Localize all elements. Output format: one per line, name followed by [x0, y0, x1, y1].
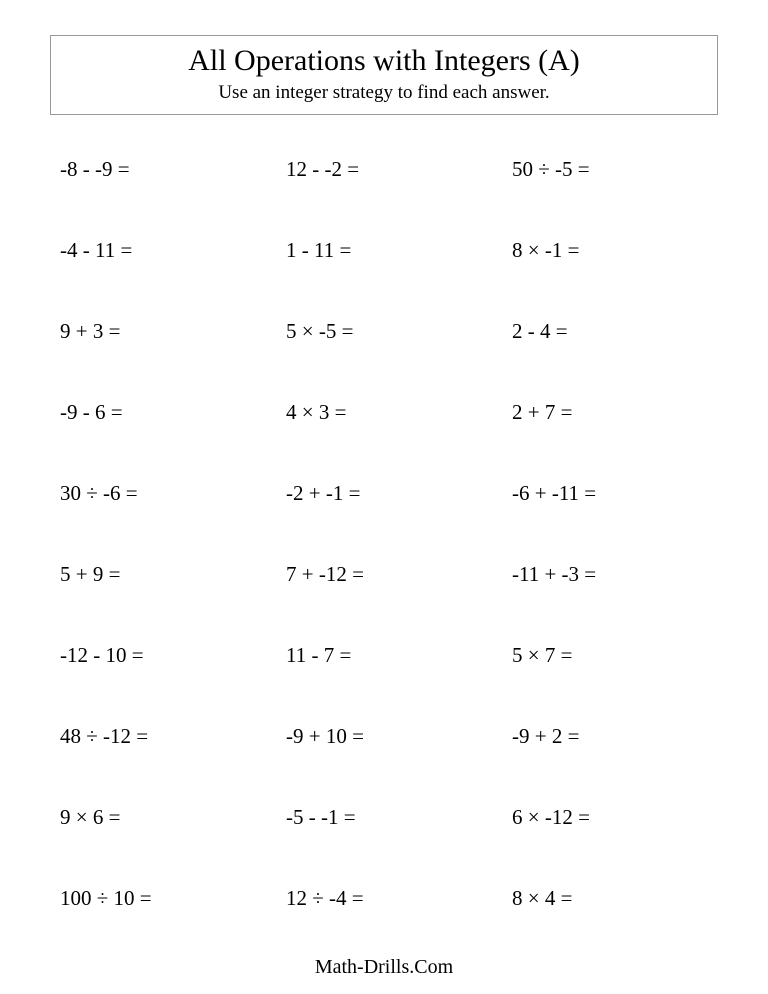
- problem-cell: 30 ÷ -6 =: [60, 481, 266, 506]
- problem-cell: -2 + -1 =: [286, 481, 492, 506]
- problem-cell: 7 + -12 =: [286, 562, 492, 587]
- problem-cell: -4 - 11 =: [60, 238, 266, 263]
- problem-cell: 50 ÷ -5 =: [512, 157, 718, 182]
- worksheet-title: All Operations with Integers (A): [51, 44, 717, 78]
- problem-cell: -5 - -1 =: [286, 805, 492, 830]
- problem-cell: 48 ÷ -12 =: [60, 724, 266, 749]
- problem-cell: 9 × 6 =: [60, 805, 266, 830]
- problem-cell: 100 ÷ 10 =: [60, 886, 266, 911]
- problem-cell: -6 + -11 =: [512, 481, 718, 506]
- problem-cell: 8 × -1 =: [512, 238, 718, 263]
- problem-cell: 4 × 3 =: [286, 400, 492, 425]
- problem-cell: -12 - 10 =: [60, 643, 266, 668]
- problem-cell: 8 × 4 =: [512, 886, 718, 911]
- problem-cell: -11 + -3 =: [512, 562, 718, 587]
- problem-cell: -8 - -9 =: [60, 157, 266, 182]
- problem-cell: 2 + 7 =: [512, 400, 718, 425]
- footer-attribution: Math-Drills.Com: [50, 956, 718, 979]
- problem-cell: 1 - 11 =: [286, 238, 492, 263]
- problem-cell: 5 + 9 =: [60, 562, 266, 587]
- header-box: All Operations with Integers (A) Use an …: [50, 35, 718, 115]
- problem-cell: 5 × -5 =: [286, 319, 492, 344]
- problem-cell: -9 + 10 =: [286, 724, 492, 749]
- problem-cell: 9 + 3 =: [60, 319, 266, 344]
- problem-cell: -9 + 2 =: [512, 724, 718, 749]
- problem-cell: 6 × -12 =: [512, 805, 718, 830]
- problem-cell: 11 - 7 =: [286, 643, 492, 668]
- problem-cell: -9 - 6 =: [60, 400, 266, 425]
- problem-cell: 12 ÷ -4 =: [286, 886, 492, 911]
- problems-grid: -8 - -9 = 12 - -2 = 50 ÷ -5 = -4 - 11 = …: [50, 157, 718, 911]
- problem-cell: 5 × 7 =: [512, 643, 718, 668]
- problem-cell: 12 - -2 =: [286, 157, 492, 182]
- worksheet-subtitle: Use an integer strategy to find each ans…: [51, 82, 717, 104]
- problem-cell: 2 - 4 =: [512, 319, 718, 344]
